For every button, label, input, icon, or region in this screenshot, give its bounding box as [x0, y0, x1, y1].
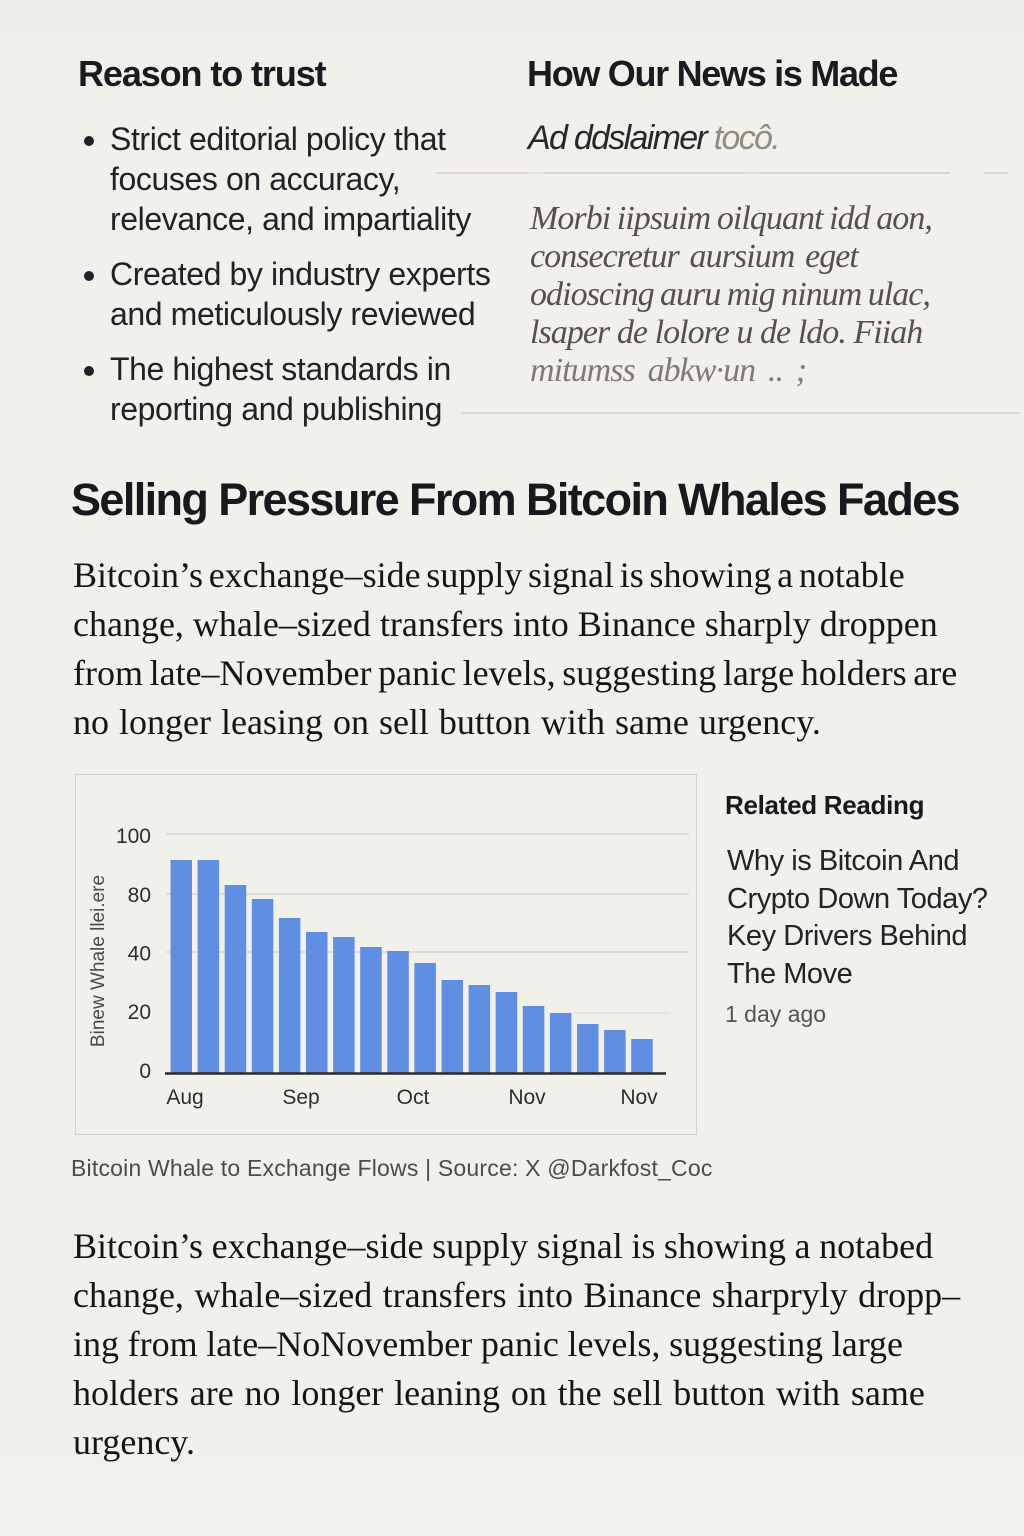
svg-text:20: 20 — [128, 1001, 151, 1024]
svg-text:Oct: Oct — [397, 1086, 430, 1109]
svg-text:100: 100 — [116, 825, 151, 848]
svg-text:80: 80 — [128, 884, 151, 907]
svg-text:Binew Whale llei.ere: Binew Whale llei.ere — [88, 875, 109, 1047]
svg-text:Aug: Aug — [166, 1086, 203, 1109]
svg-text:Nov: Nov — [508, 1086, 546, 1109]
svg-text:Sep: Sep — [282, 1086, 319, 1109]
svg-text:0: 0 — [139, 1060, 151, 1083]
svg-text:40: 40 — [128, 943, 151, 966]
svg-text:Nov: Nov — [620, 1086, 658, 1109]
